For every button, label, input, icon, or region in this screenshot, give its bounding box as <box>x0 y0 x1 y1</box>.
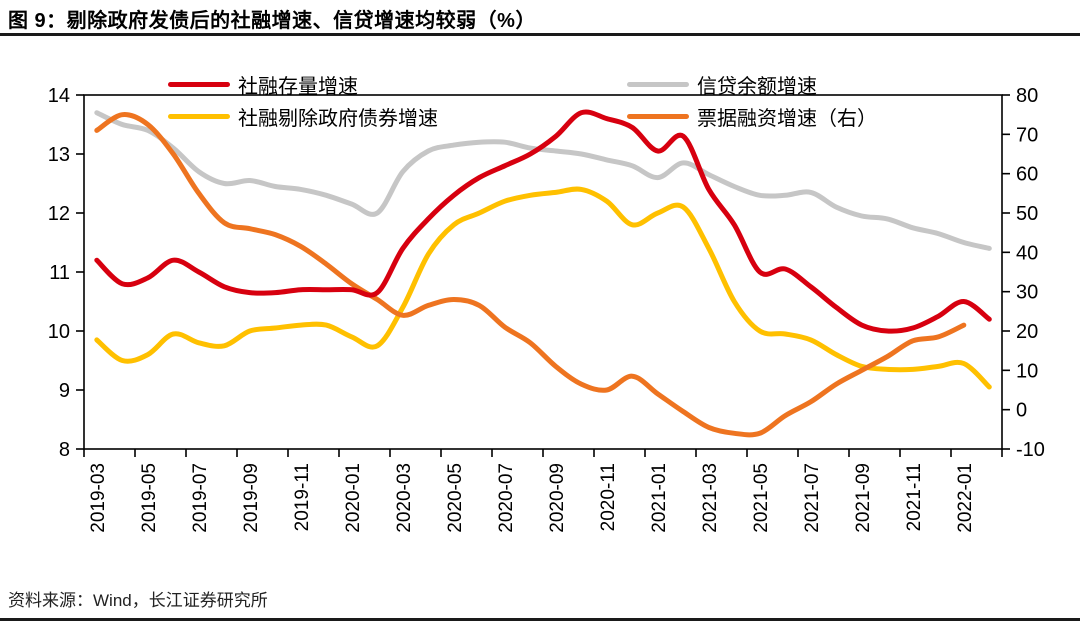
x-axis-tick-label: 2019-03 <box>88 463 109 533</box>
x-axis-tick-label: 2021-07 <box>802 463 823 533</box>
x-axis-tick-label: 2021-05 <box>751 463 772 533</box>
x-axis-tick-label: 2019-11 <box>292 463 313 531</box>
right-axis-tick-label: 80 <box>1016 85 1038 107</box>
legend-swatch-red <box>168 82 230 87</box>
left-axis-tick-label: 10 <box>48 321 70 343</box>
x-axis-tick-label: 2020-07 <box>496 463 517 533</box>
left-axis-tick-label: 13 <box>48 144 70 166</box>
x-axis-tick-label: 2021-03 <box>700 463 721 533</box>
right-axis-tick-label: 0 <box>1016 400 1027 422</box>
series-line-shr-stock <box>94 109 992 334</box>
right-axis-tick-label: 50 <box>1016 203 1038 225</box>
legend-swatch-yellow <box>168 114 230 119</box>
title-divider <box>0 33 1080 36</box>
right-axis-tick-label: 60 <box>1016 164 1038 186</box>
right-axis-tick-label: 20 <box>1016 321 1038 343</box>
legend-swatch-orange <box>627 114 689 119</box>
legend-label: 信贷余额增速 <box>697 76 817 98</box>
source-note: 资料来源：Wind，长江证券研究所 <box>8 591 268 610</box>
x-axis-tick-label: 2021-01 <box>649 463 670 533</box>
legend-label: 社融剔除政府债券增速 <box>238 108 438 130</box>
right-axis-tick-label: 10 <box>1016 360 1038 382</box>
bottom-divider <box>0 618 1080 621</box>
series-line-bills <box>94 112 967 438</box>
legend-item-bills: 票据融资增速（右） <box>627 102 877 131</box>
x-axis-tick-label: 2020-01 <box>343 463 364 533</box>
left-axis-tick-label: 12 <box>48 203 70 225</box>
x-axis-tick-label: 2021-11 <box>904 463 925 531</box>
left-axis-tick-label: 8 <box>59 439 70 461</box>
x-axis-tick-label: 2022-01 <box>955 463 976 533</box>
left-axis-tick-label: 11 <box>49 262 70 284</box>
right-axis-tick-label: 40 <box>1016 242 1038 264</box>
x-axis-tick-label: 2020-11 <box>598 463 619 531</box>
legend-label: 票据融资增速（右） <box>697 108 877 130</box>
right-axis-tick-label: 70 <box>1016 124 1038 146</box>
legend-item-shr-ex-gov: 社融剔除政府债券增速 <box>168 102 438 131</box>
x-axis-tick-label: 2020-09 <box>547 463 568 533</box>
chart-title: 图 9：剔除政府发债后的社融增速、信贷增速均较弱（%） <box>8 10 536 32</box>
legend-item-credit: 信贷余额增速 <box>627 70 817 99</box>
legend-label: 社融存量增速 <box>238 76 358 98</box>
x-axis-tick-label: 2021-09 <box>853 463 874 533</box>
series-line-shr-ex-gov <box>94 186 992 390</box>
series-line-credit <box>94 110 992 251</box>
x-axis-tick-label: 2019-09 <box>241 463 262 533</box>
x-axis-tick-label: 2019-05 <box>139 463 160 533</box>
right-axis-tick-label: 30 <box>1016 282 1038 304</box>
x-axis-tick-label: 2020-05 <box>445 463 466 533</box>
right-axis-tick-label: -10 <box>1016 439 1045 461</box>
legend-item-shr-stock: 社融存量增速 <box>168 70 358 99</box>
x-axis-tick-label: 2019-07 <box>190 463 211 533</box>
x-axis-tick-label: 2020-03 <box>394 463 415 533</box>
left-axis-tick-label: 9 <box>59 380 70 402</box>
legend-swatch-gray <box>627 82 689 87</box>
left-axis-tick-label: 14 <box>48 85 70 107</box>
